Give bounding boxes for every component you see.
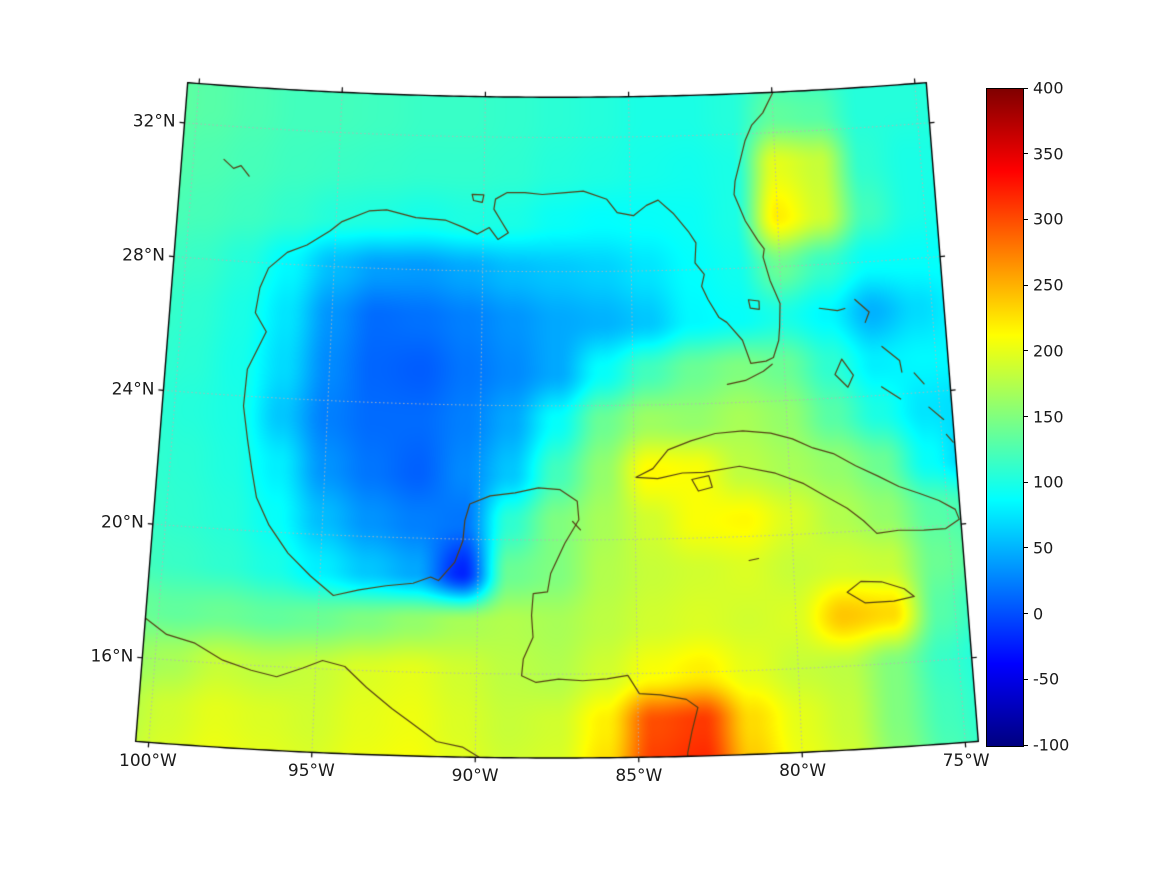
colorbar-tick-mark bbox=[1024, 284, 1028, 286]
colorbar-tick-mark bbox=[1024, 678, 1028, 680]
y-axis-tick-label: 24°N bbox=[111, 379, 155, 400]
colorbar-tick-label: 250 bbox=[1033, 275, 1064, 295]
colorbar-gradient bbox=[986, 88, 1024, 747]
x-axis-tick-label: 90°W bbox=[451, 766, 499, 787]
colorbar-tick-mark bbox=[1024, 547, 1028, 549]
colorbar-tick-mark bbox=[1024, 350, 1028, 352]
y-axis-tick-label: 32°N bbox=[132, 111, 176, 132]
colorbar-tick-label: 50 bbox=[1033, 538, 1054, 558]
colorbar-tick-label: -50 bbox=[1033, 669, 1060, 689]
colorbar-tick-mark bbox=[1024, 218, 1028, 220]
x-axis-tick-label: 80°W bbox=[779, 761, 827, 782]
colorbar-tick-label: 400 bbox=[1033, 78, 1064, 98]
colorbar-tick-mark bbox=[1024, 481, 1028, 483]
colorbar-tick-mark bbox=[1024, 87, 1028, 89]
colorbar-tick-label: 0 bbox=[1033, 604, 1044, 624]
colorbar-tick-label: 100 bbox=[1033, 472, 1064, 492]
y-axis-tick-label: 20°N bbox=[101, 512, 144, 533]
colorbar-tick-label: 300 bbox=[1033, 209, 1064, 229]
x-axis-tick-label: 100°W bbox=[119, 751, 177, 772]
x-axis-tick-label: 85°W bbox=[615, 766, 663, 787]
x-axis-tick-label: 75°W bbox=[942, 751, 990, 772]
colorbar-tick-label: 350 bbox=[1033, 144, 1064, 164]
colorbar-tick-label: -100 bbox=[1033, 735, 1070, 755]
colorbar-tick-mark bbox=[1024, 613, 1028, 615]
y-axis-tick-label: 16°N bbox=[90, 646, 134, 667]
colorbar-tick-label: 150 bbox=[1033, 407, 1064, 426]
colorbar-tick-mark bbox=[1024, 744, 1028, 746]
x-axis-tick-label: 95°W bbox=[287, 761, 335, 782]
colorbar-tick-mark bbox=[1024, 416, 1028, 417]
colorbar-tick-mark bbox=[1024, 153, 1028, 155]
y-axis-tick-label: 28°N bbox=[122, 245, 165, 266]
colorbar-tick-label: 200 bbox=[1033, 341, 1064, 361]
